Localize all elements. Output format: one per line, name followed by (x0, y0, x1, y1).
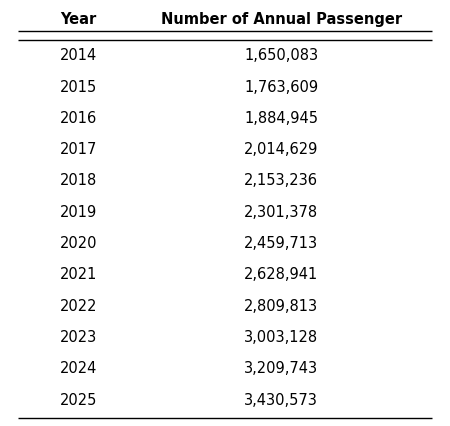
Text: 2,301,378: 2,301,378 (244, 205, 318, 220)
Text: 3,003,128: 3,003,128 (244, 330, 318, 345)
Text: 2018: 2018 (60, 173, 97, 188)
Text: 2017: 2017 (60, 142, 98, 157)
Text: 2020: 2020 (60, 236, 98, 251)
Text: 2,153,236: 2,153,236 (244, 173, 318, 188)
Text: Year: Year (61, 12, 97, 27)
Text: 3,209,743: 3,209,743 (244, 361, 318, 376)
Text: 2016: 2016 (60, 111, 97, 126)
Text: 2021: 2021 (60, 268, 98, 282)
Text: 2022: 2022 (60, 299, 98, 314)
Text: 2014: 2014 (60, 48, 97, 63)
Text: 2,459,713: 2,459,713 (244, 236, 318, 251)
Text: 1,884,945: 1,884,945 (244, 111, 318, 126)
Text: 1,650,083: 1,650,083 (244, 48, 318, 63)
Text: 2023: 2023 (60, 330, 97, 345)
Text: 2015: 2015 (60, 80, 97, 95)
Text: 2,628,941: 2,628,941 (244, 268, 319, 282)
Text: 2024: 2024 (60, 361, 98, 376)
Text: 2,809,813: 2,809,813 (244, 299, 318, 314)
Text: 2,014,629: 2,014,629 (244, 142, 319, 157)
Text: Number of Annual Passenger: Number of Annual Passenger (161, 12, 402, 27)
Text: 3,430,573: 3,430,573 (244, 393, 318, 408)
Text: 2025: 2025 (60, 393, 98, 408)
Text: 1,763,609: 1,763,609 (244, 80, 318, 95)
Text: 2019: 2019 (60, 205, 97, 220)
